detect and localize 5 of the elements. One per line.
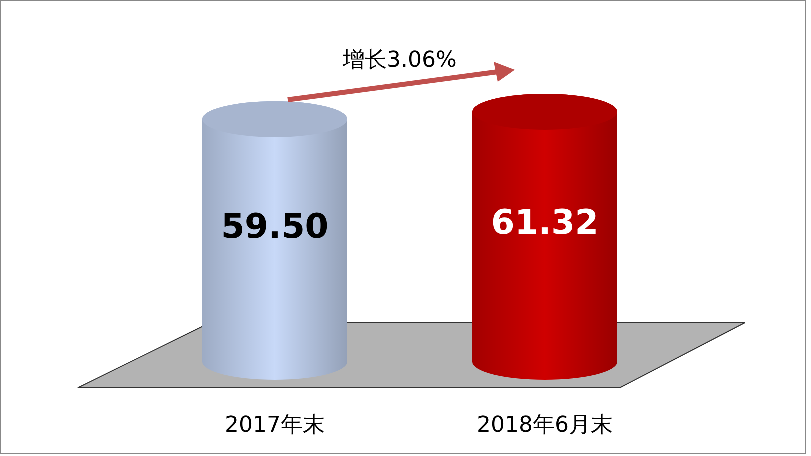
data-label: 61.32 [491, 202, 599, 243]
text: 增长3.06% [342, 48, 457, 73]
data-label: 59.50 [221, 206, 329, 247]
x-tick-label: 2018年6月末 [477, 413, 613, 438]
x-tick-label: 2017年末 [225, 413, 325, 438]
